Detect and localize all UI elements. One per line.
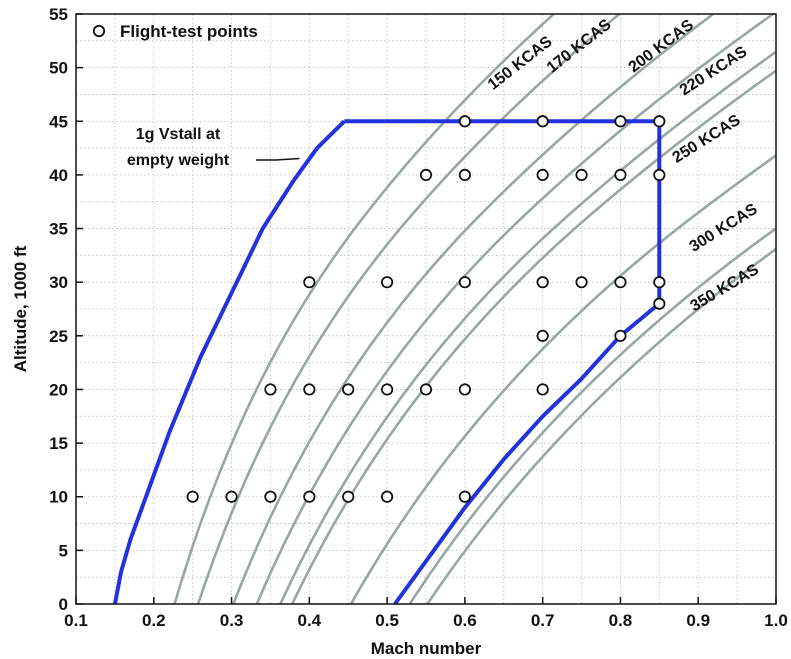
annotation-leader-line (256, 157, 300, 161)
y-tick-label: 10 (49, 488, 68, 507)
legend: Flight-test points (92, 22, 258, 41)
kcas-line-250 (291, 69, 776, 604)
flight-test-point (419, 383, 433, 396)
y-axis-title: Altitude, 1000 ft (11, 245, 30, 372)
y-tick-label: 35 (49, 220, 68, 239)
flight-test-point (536, 383, 549, 396)
flight-test-point (536, 276, 549, 289)
flight-test-point (575, 276, 588, 289)
y-tick-label: 15 (49, 434, 68, 453)
y-tick-label: 55 (49, 5, 68, 24)
kcas-label-220: 220 KCAS (677, 43, 751, 99)
flight-test-point (614, 276, 627, 289)
flight-test-point (264, 383, 277, 396)
kcas-line-365 (426, 247, 776, 604)
flight-test-point (653, 115, 666, 128)
y-tick-label: 50 (49, 59, 68, 78)
flight-test-point (381, 490, 394, 503)
flight-test-points (186, 115, 666, 503)
flight-test-point (225, 490, 238, 503)
flight-test-point (653, 168, 666, 182)
x-tick-label: 0.1 (64, 611, 88, 630)
envelope-boundary-line (344, 119, 662, 606)
flight-test-point (614, 115, 627, 128)
y-tick-label: 40 (49, 166, 68, 185)
annotation-line-2: empty weight (127, 152, 230, 169)
kcas-line-170 (196, 14, 622, 604)
x-tick-label: 0.3 (220, 611, 244, 630)
kcas-line-200 (232, 14, 716, 604)
x-tick-label: 0.4 (298, 611, 322, 630)
kcas-line-220 (255, 14, 776, 604)
plot-frame (75, 13, 777, 605)
flight-test-point (458, 115, 471, 128)
flight-test-point (303, 383, 316, 396)
annotations: 1g Vstall at empty weight (127, 126, 300, 169)
kcas-line-240 (279, 50, 776, 604)
flight-test-point (458, 276, 471, 289)
y-tick-label: 45 (49, 112, 68, 131)
legend-label: Flight-test points (120, 22, 258, 41)
y-tick-label: 30 (49, 273, 68, 292)
x-tick-label: 0.5 (375, 611, 399, 630)
flight-test-point (536, 329, 549, 342)
axis-ticks: 0.1 0.2 0.3 0.4 0.5 0.6 0.7 0.8 0.9 1.0 0 5 10 15 20 25… (49, 5, 788, 630)
flight-test-point (342, 383, 355, 396)
flight-test-point (419, 168, 433, 182)
flight-test-point (342, 490, 355, 503)
kcas-line-350 (408, 226, 776, 604)
flight-test-point (381, 276, 394, 289)
stall-boundary-line (112, 119, 346, 605)
y-tick-label: 0 (59, 595, 68, 614)
annotation-line-1: 1g Vstall at (136, 126, 221, 143)
kcas-lines (173, 14, 776, 604)
x-tick-label: 0.9 (686, 611, 710, 630)
y-tick-label: 5 (59, 541, 68, 560)
flight-test-point (653, 276, 666, 289)
flight-test-point (653, 297, 666, 310)
x-tick-label: 0.6 (453, 611, 477, 630)
x-axis-title: Mach number (371, 639, 482, 658)
legend-marker (92, 24, 106, 38)
flight-test-point (264, 490, 277, 503)
x-tick-label: 1.0 (764, 611, 788, 630)
kcas-line-300 (349, 154, 776, 604)
flight-test-point (536, 115, 549, 128)
x-tick-label: 0.2 (142, 611, 166, 630)
flight-test-point (458, 383, 471, 396)
y-tick-label: 25 (49, 327, 68, 346)
x-tick-label: 0.8 (609, 611, 633, 630)
flight-test-point (614, 329, 627, 342)
flight-test-point (536, 168, 549, 182)
flight-test-point (186, 490, 199, 503)
x-tick-label: 0.7 (531, 611, 555, 630)
flight-test-point (575, 168, 588, 182)
flight-test-point (381, 383, 394, 396)
flight-test-point (303, 276, 316, 289)
envelope-lines (112, 119, 662, 606)
flight-test-point (303, 490, 316, 503)
kcas-line-150 (173, 14, 556, 604)
flight-test-point (614, 168, 627, 182)
flight-test-point (458, 490, 471, 503)
y-tick-label: 20 (49, 380, 68, 399)
flight-test-point (458, 168, 471, 182)
